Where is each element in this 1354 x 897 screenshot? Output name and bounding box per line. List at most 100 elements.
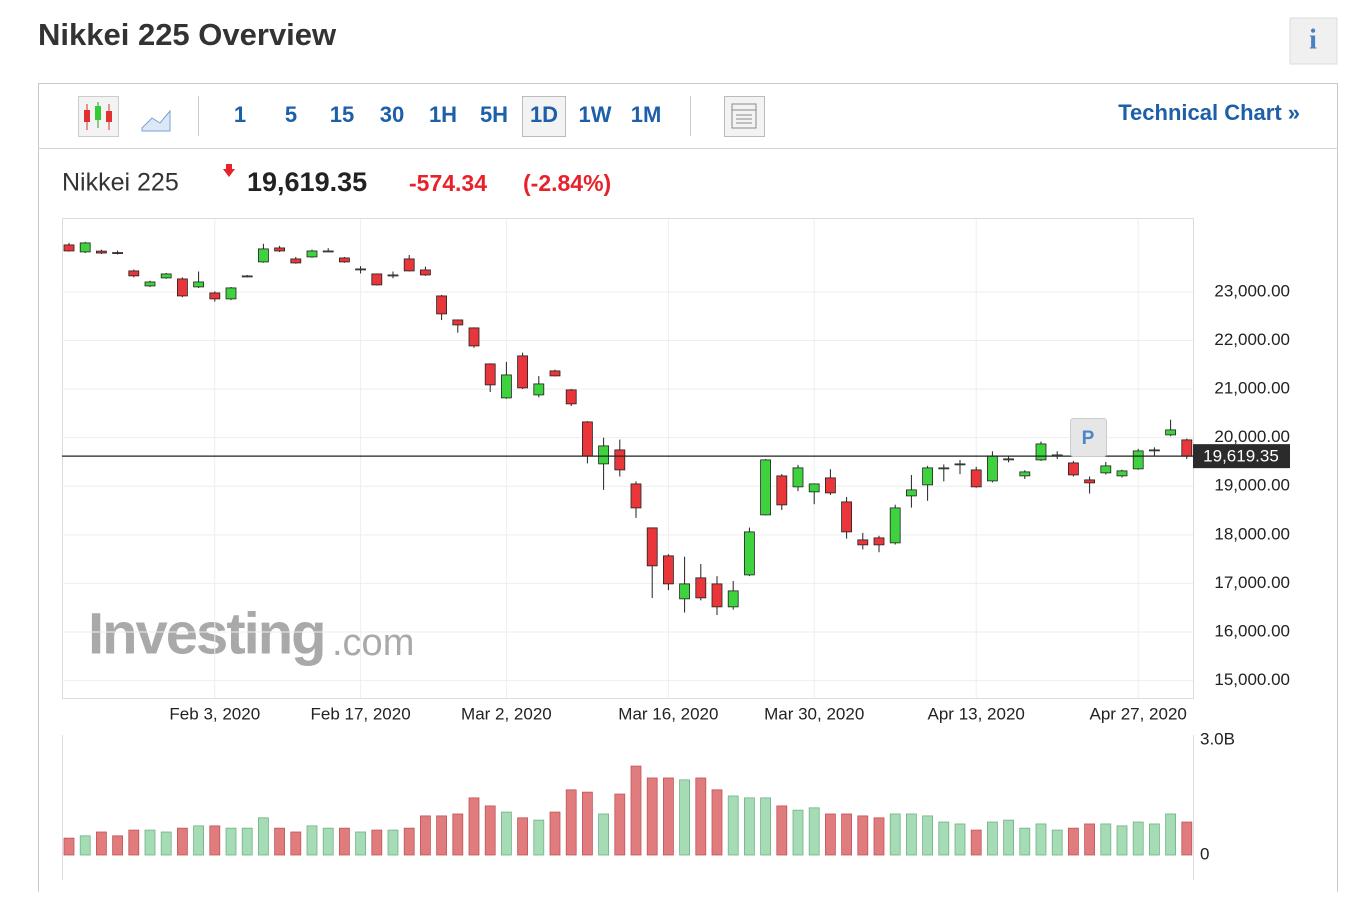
interval-button[interactable]: 1D <box>530 102 558 127</box>
volume-bar <box>517 817 528 856</box>
x-tick-label: Apr 27, 2020 <box>1090 704 1187 723</box>
candle-body <box>987 455 998 482</box>
candle-body <box>1003 458 1014 461</box>
volume-bar <box>79 835 91 856</box>
candle-body <box>906 489 917 497</box>
y-tick-label: 15,000.00 <box>1214 670 1290 689</box>
candle-body <box>711 583 723 608</box>
candle-body <box>1035 443 1047 461</box>
interval-button[interactable]: 1H <box>429 102 457 127</box>
table-button[interactable] <box>724 96 765 137</box>
candle-body <box>825 477 836 494</box>
candle-body <box>663 555 674 585</box>
interval-button[interactable]: 1M <box>631 102 662 127</box>
volume-bar <box>1035 823 1047 856</box>
candle-body <box>274 247 286 252</box>
volume-bar <box>792 809 804 856</box>
candle-body <box>484 363 496 386</box>
candle-body <box>873 537 885 546</box>
volume-bar <box>970 829 982 856</box>
volume-bar <box>290 831 302 856</box>
x-tick-label: Feb 17, 2020 <box>310 704 410 723</box>
interval-button[interactable]: 5 <box>285 102 297 127</box>
line-type-button[interactable] <box>141 109 171 132</box>
interval-selected[interactable] <box>522 96 566 137</box>
volume-bar <box>938 821 950 856</box>
candle-body <box>598 445 609 465</box>
candle-body <box>1116 470 1128 477</box>
candle-body <box>241 275 253 278</box>
candle-body <box>1084 479 1095 484</box>
volume-bar <box>565 789 577 856</box>
interval-button[interactable]: 30 <box>380 102 404 127</box>
y-tick-label: 23,000.00 <box>1214 281 1290 300</box>
volume-bar <box>630 765 642 856</box>
volume-bar <box>614 793 626 856</box>
volume-bar <box>1132 821 1144 856</box>
info-button[interactable] <box>1289 17 1338 65</box>
candle-body <box>193 281 205 288</box>
volume-bar <box>322 827 334 856</box>
candle-body <box>517 355 528 389</box>
volume-tick-label: 0 <box>1200 844 1209 863</box>
x-tick-label: Mar 2, 2020 <box>461 704 552 723</box>
candle-body <box>744 531 755 576</box>
volume-bar <box>744 797 755 856</box>
candle-body <box>322 250 334 253</box>
candle-body <box>257 248 269 263</box>
y-tick-label: 18,000.00 <box>1214 524 1290 543</box>
volume-bar <box>549 811 561 856</box>
candle-body <box>549 370 561 377</box>
volume-bar <box>954 823 966 856</box>
watermark: Investing <box>88 601 325 666</box>
y-tick-label: 22,000.00 <box>1214 330 1290 349</box>
volume-bar <box>533 819 545 856</box>
volume-bar <box>1068 827 1079 856</box>
candle-body <box>1100 465 1112 474</box>
candle-body <box>922 467 933 486</box>
volume-bar <box>1165 813 1176 856</box>
volume-bar <box>387 829 399 856</box>
volume-bar <box>225 827 237 856</box>
candle-body <box>646 527 658 567</box>
candle-body <box>808 483 820 493</box>
volume-bar <box>808 807 820 856</box>
y-tick-label: 17,000.00 <box>1214 573 1290 592</box>
candle-body <box>355 268 367 271</box>
volume-bar <box>193 825 205 856</box>
candle-body <box>176 278 188 297</box>
candle-body <box>970 469 982 488</box>
candle-body <box>1181 439 1193 457</box>
candle-body <box>371 273 383 286</box>
interval-button[interactable]: 15 <box>330 102 354 127</box>
candle-body <box>1149 449 1160 452</box>
volume-bar <box>1181 821 1193 856</box>
candle-body <box>290 258 302 264</box>
marker-button[interactable] <box>1070 418 1107 457</box>
volume-bar <box>371 829 383 856</box>
interval-button[interactable]: 1 <box>234 102 246 127</box>
x-tick-label: Feb 3, 2020 <box>169 704 260 723</box>
interval-button[interactable]: 5H <box>480 102 508 127</box>
candle-body <box>128 270 140 277</box>
candle-body <box>841 501 852 533</box>
technical-chart-link[interactable]: Technical Chart » <box>1118 100 1300 125</box>
volume-bar <box>646 777 658 856</box>
candle-body <box>160 273 172 279</box>
volume-bar <box>776 805 788 856</box>
y-tick-label: 21,000.00 <box>1214 379 1290 398</box>
volume-bar <box>760 797 771 856</box>
candle-body <box>1165 429 1176 436</box>
interval-button[interactable]: 1W <box>579 102 612 127</box>
x-tick-label: Mar 30, 2020 <box>764 704 864 723</box>
volume-bar <box>857 815 869 856</box>
candle-body <box>1019 471 1031 477</box>
volume-bar <box>598 813 609 856</box>
candle-body <box>144 281 156 287</box>
volume-bar <box>889 813 901 856</box>
down-arrow <box>223 169 235 177</box>
candle-body <box>225 287 237 300</box>
last-price-box <box>1193 444 1290 469</box>
